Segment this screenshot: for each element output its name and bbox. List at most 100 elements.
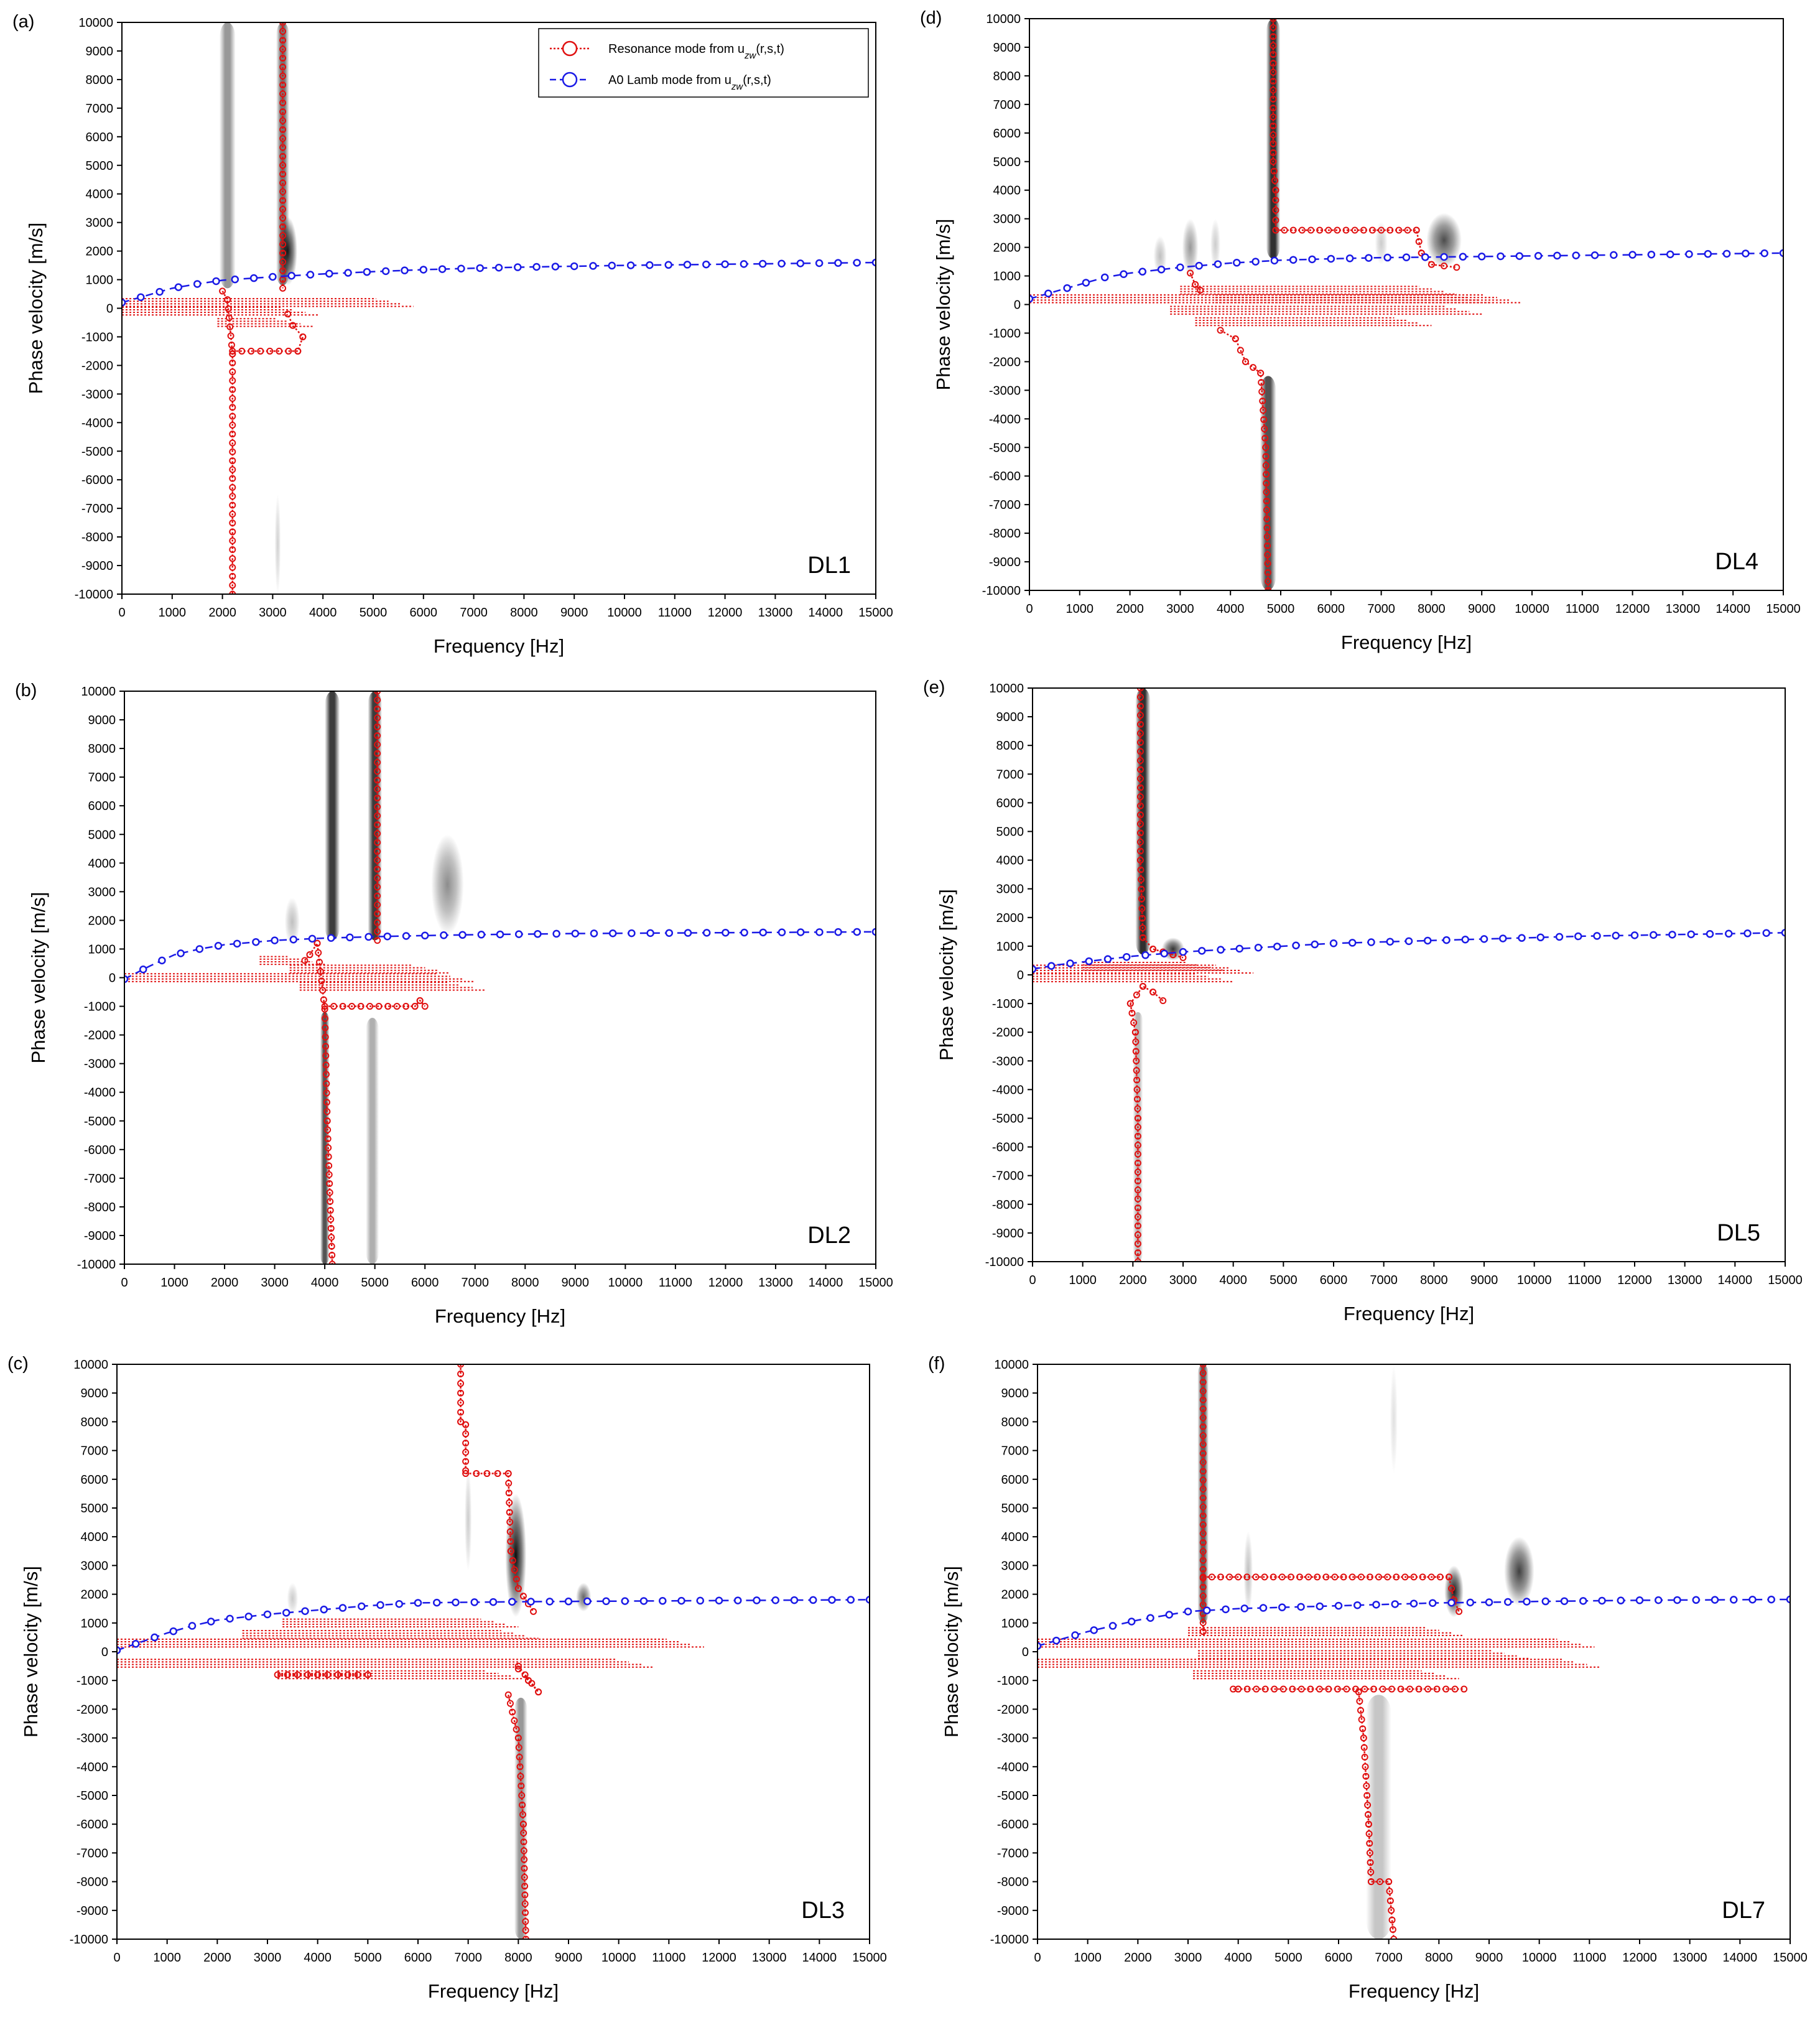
resonance-point	[1263, 480, 1270, 487]
resonance-point	[229, 439, 236, 447]
a0-lamb-point	[1214, 260, 1222, 268]
resonance-point	[1136, 748, 1144, 755]
resonance-point	[519, 1820, 527, 1828]
resonance-point	[1139, 924, 1146, 932]
resonance-point	[517, 1772, 524, 1780]
a0-lamb-point	[1372, 1601, 1380, 1609]
a0-lamb-point	[195, 945, 204, 953]
resonance-point	[328, 1260, 336, 1264]
resonance-point	[374, 714, 381, 722]
y-tick-label: -5000	[997, 1789, 1029, 1803]
resonance-point	[518, 1782, 525, 1790]
resonance-point	[1136, 694, 1144, 701]
resonance-point	[1316, 1685, 1323, 1693]
y-tick-label: -6000	[84, 1143, 116, 1157]
y-tick-label: 10000	[986, 12, 1021, 26]
resonance-point	[1131, 1028, 1139, 1036]
x-tick-label: 15000	[852, 1951, 887, 1965]
a0-lamb-point	[1628, 251, 1637, 259]
a0-lamb-point	[534, 930, 542, 938]
y-tick-label: -4000	[84, 1086, 116, 1100]
resonance-point	[1134, 1249, 1141, 1257]
resonance-point	[1261, 425, 1268, 432]
resonance-point	[1263, 497, 1270, 505]
a0-lamb-point	[1141, 951, 1149, 959]
resonance-point	[1386, 1897, 1394, 1904]
resonance-point	[1136, 712, 1144, 719]
a0-lamb-point	[532, 263, 541, 271]
resonance-point	[229, 359, 236, 366]
y-tick-label: 7000	[993, 98, 1021, 112]
a0-lamb-point	[1292, 941, 1300, 949]
resonance-point	[506, 1519, 514, 1526]
x-tick-label: 6000	[1320, 1273, 1348, 1287]
y-tick-label: -5000	[992, 1112, 1024, 1126]
resonance-point	[1136, 793, 1144, 801]
resonance-point	[1134, 1160, 1141, 1167]
y-tick-label: -8000	[84, 1201, 116, 1214]
y-tick-label: 0	[106, 302, 113, 316]
resonance-point	[1401, 1573, 1409, 1581]
resonance-point	[1199, 1592, 1207, 1599]
y-tick-label: 7000	[86, 102, 114, 116]
y-tick-label: -9000	[992, 1227, 1024, 1241]
y-tick-label: -4000	[997, 1761, 1029, 1774]
y-tick-label: 2000	[88, 914, 116, 928]
resonance-point	[1199, 1369, 1207, 1377]
a0-lamb-point	[1598, 1596, 1606, 1605]
a0-lamb-point	[1108, 1622, 1117, 1630]
chart-panel-2: 0 1000 2000 3000 4000 5000 6000 7000 8000 9000 100…	[7, 1354, 887, 2002]
resonance-point	[509, 1708, 516, 1716]
resonance-point	[279, 152, 287, 160]
x-tick-label: 6000	[411, 1276, 439, 1290]
a0-lamb-point	[1722, 249, 1731, 258]
resonance-point	[375, 1003, 383, 1010]
panel-id-label: DL4	[1715, 549, 1758, 575]
resonance-point	[1363, 1782, 1370, 1790]
resonance-point	[1132, 1038, 1140, 1046]
a0-lamb-point	[1297, 1603, 1305, 1611]
resonance-point	[1149, 946, 1157, 953]
x-tick-label: 10000	[601, 1951, 636, 1965]
a0-lamb-point	[395, 1599, 403, 1608]
resonance-point	[327, 1216, 335, 1223]
a0-lamb-point	[1779, 249, 1783, 258]
y-tick-label: -5000	[989, 441, 1021, 455]
a0-lamb-point	[1353, 1601, 1362, 1609]
resonance-point	[1137, 876, 1144, 883]
x-tick-label: 9000	[555, 1951, 583, 1965]
resonance-point	[279, 54, 287, 62]
a0-lamb-point	[177, 949, 185, 957]
resonance-point	[1136, 811, 1144, 819]
a0-lamb-point	[1203, 1606, 1211, 1614]
a0-lamb-point	[282, 1609, 290, 1617]
x-tick-label: 1000	[159, 606, 187, 620]
resonance-point	[1134, 1231, 1141, 1239]
resonance-point	[229, 412, 236, 420]
a0-lamb-point	[139, 966, 147, 974]
resonance-point	[1197, 287, 1204, 294]
a0-lamb-point	[1329, 939, 1338, 947]
resonance-point	[374, 705, 381, 713]
resonance-point	[279, 45, 287, 53]
resonance-point	[229, 564, 236, 571]
x-tick-label: 2000	[1119, 1273, 1147, 1287]
resonance-point	[1136, 720, 1144, 728]
y-axis-label: Phase velocity [m/s]	[932, 219, 954, 391]
resonance-point	[520, 1829, 527, 1836]
a0-lamb-point	[364, 933, 373, 941]
resonance-point	[323, 1089, 330, 1097]
a0-lamb-point	[758, 259, 767, 268]
resonance-point	[1133, 1067, 1140, 1074]
energy-blob-1	[1426, 213, 1462, 268]
chart-panel-1: 0 1000 2000 3000 4000 5000 6000 7000 8000 9000 100…	[15, 681, 893, 1327]
resonance-point	[1366, 1849, 1373, 1856]
y-tick-label: -4000	[81, 416, 113, 430]
energy-blob-0	[1135, 688, 1151, 955]
resonance-point	[322, 1043, 329, 1050]
resonance-point	[1270, 149, 1277, 156]
a0-lamb-point	[1123, 952, 1131, 961]
x-tick-label: 14000	[802, 1951, 837, 1965]
a0-lamb-point	[1120, 270, 1128, 278]
resonance-point	[1199, 1379, 1207, 1386]
